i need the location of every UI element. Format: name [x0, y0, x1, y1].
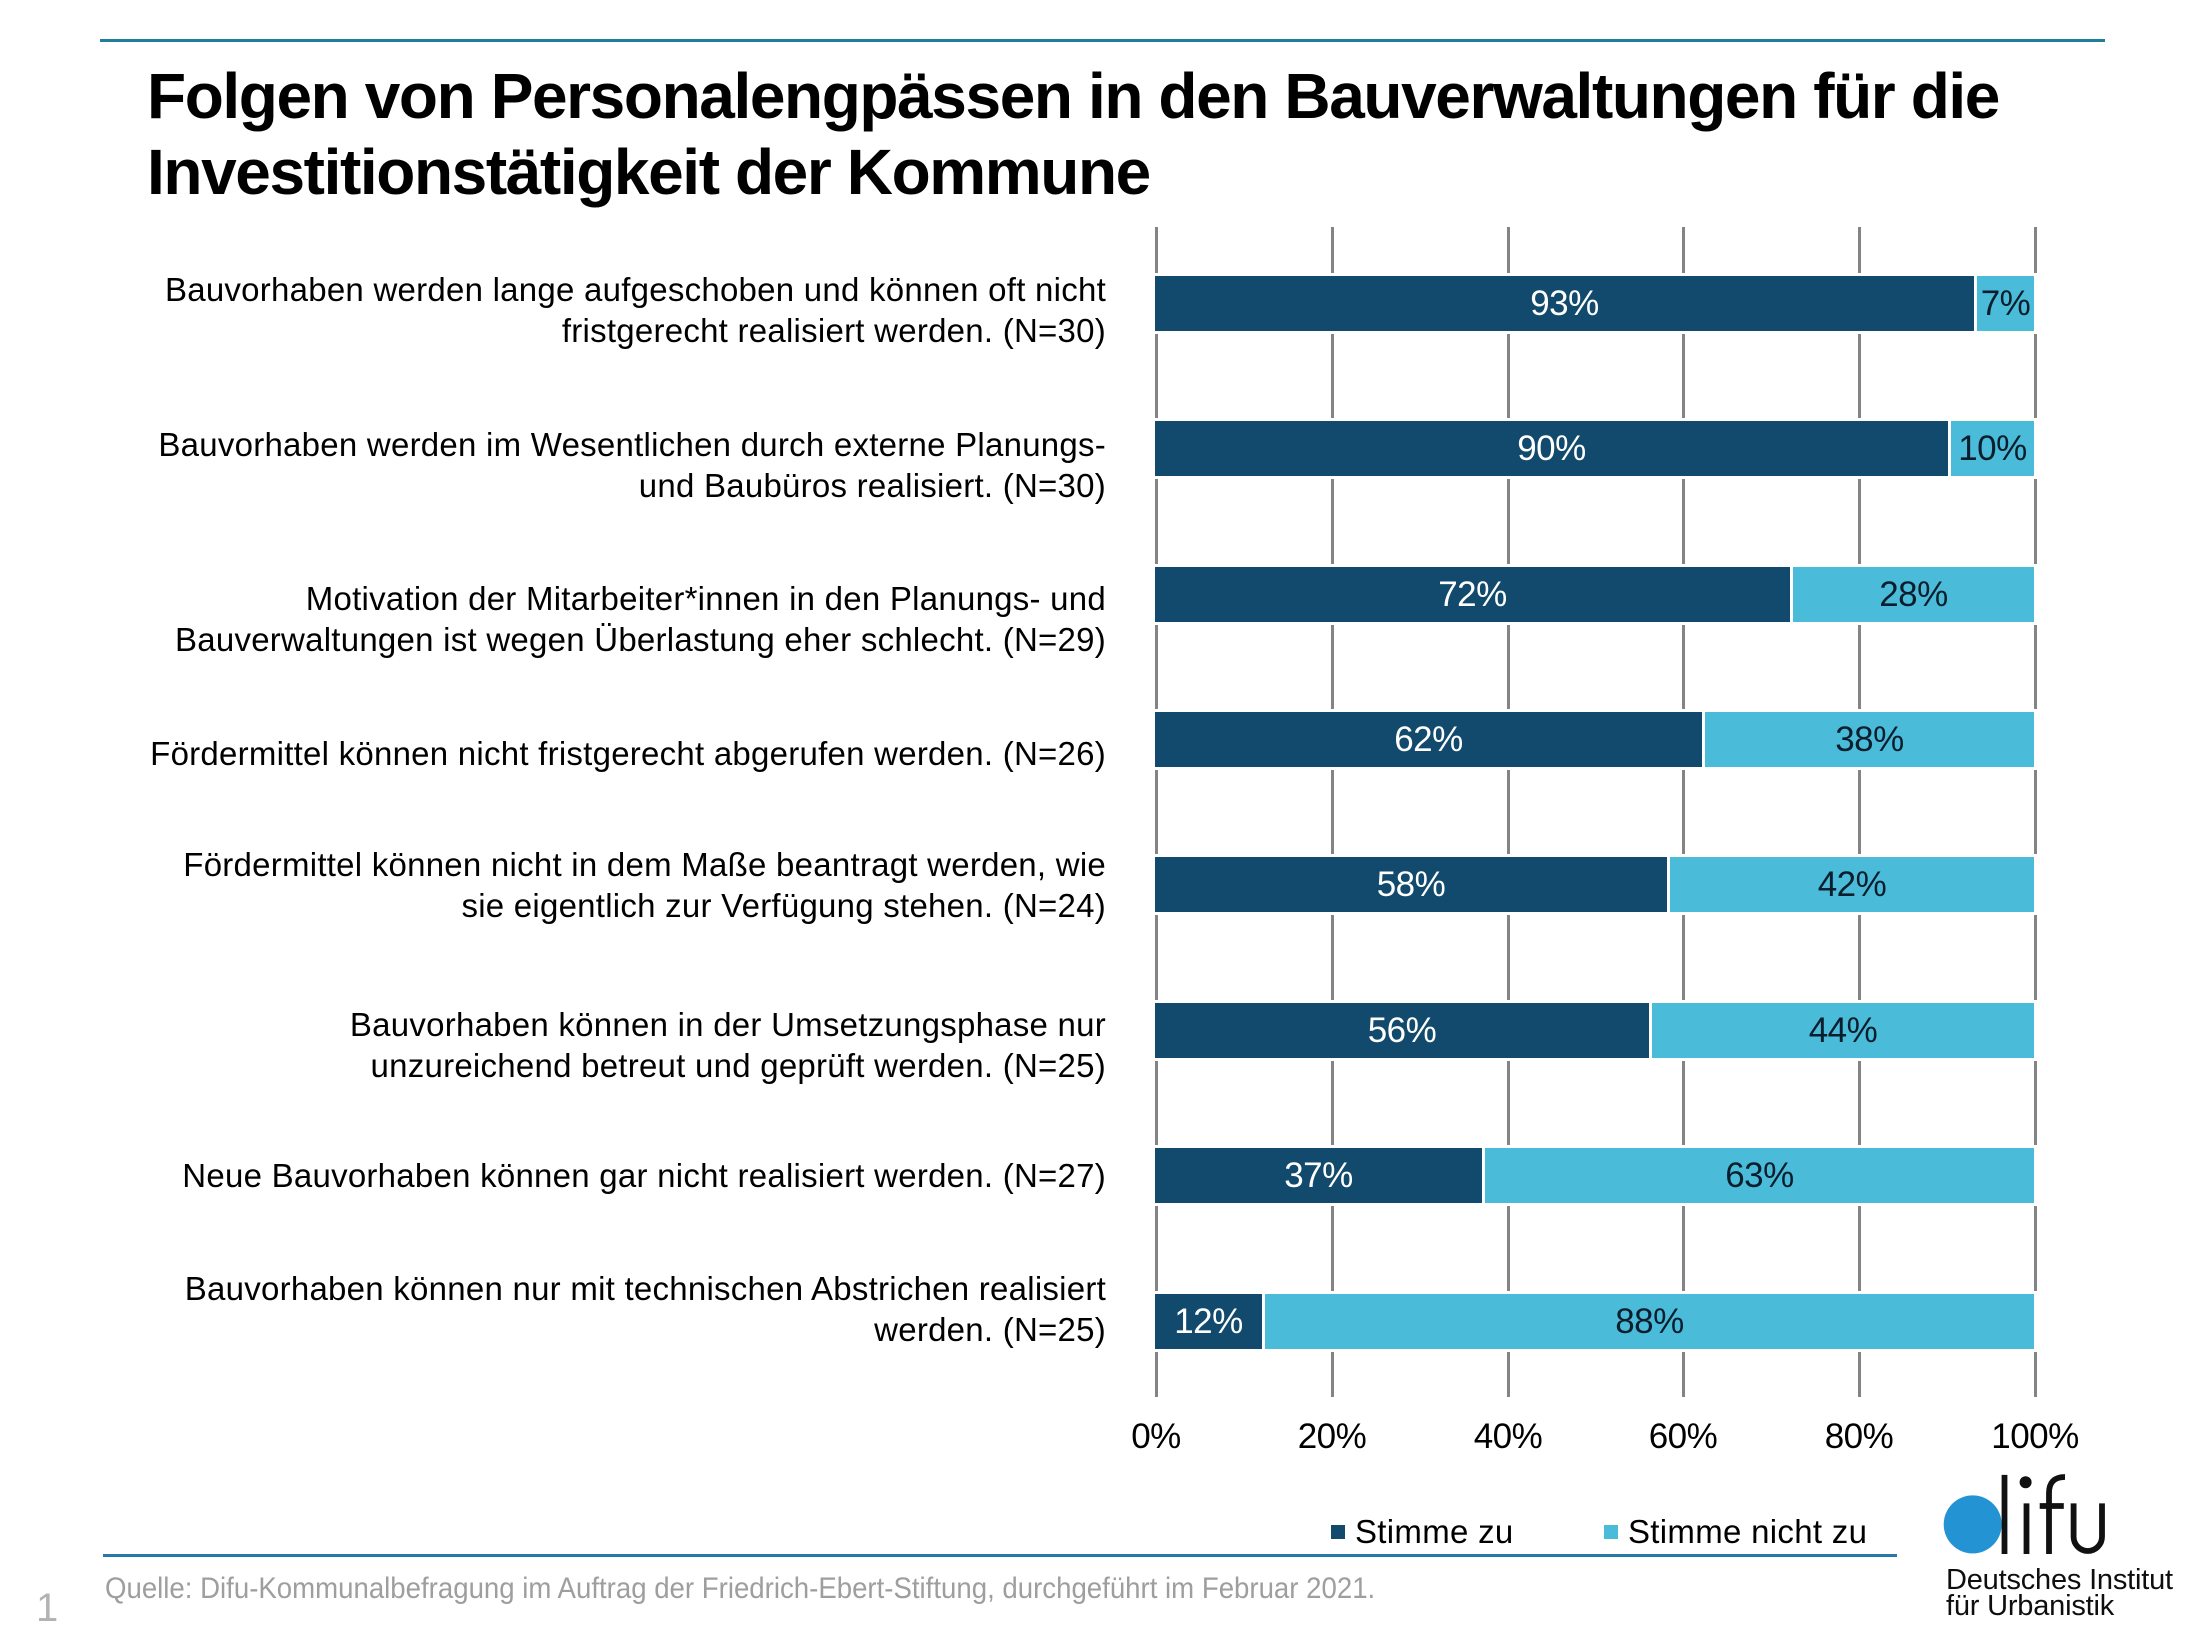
- svg-text:Deutsches Institut: Deutsches Institut: [1946, 1564, 2173, 1596]
- svg-text:für Urbanistik: für Urbanistik: [1946, 1590, 2115, 1622]
